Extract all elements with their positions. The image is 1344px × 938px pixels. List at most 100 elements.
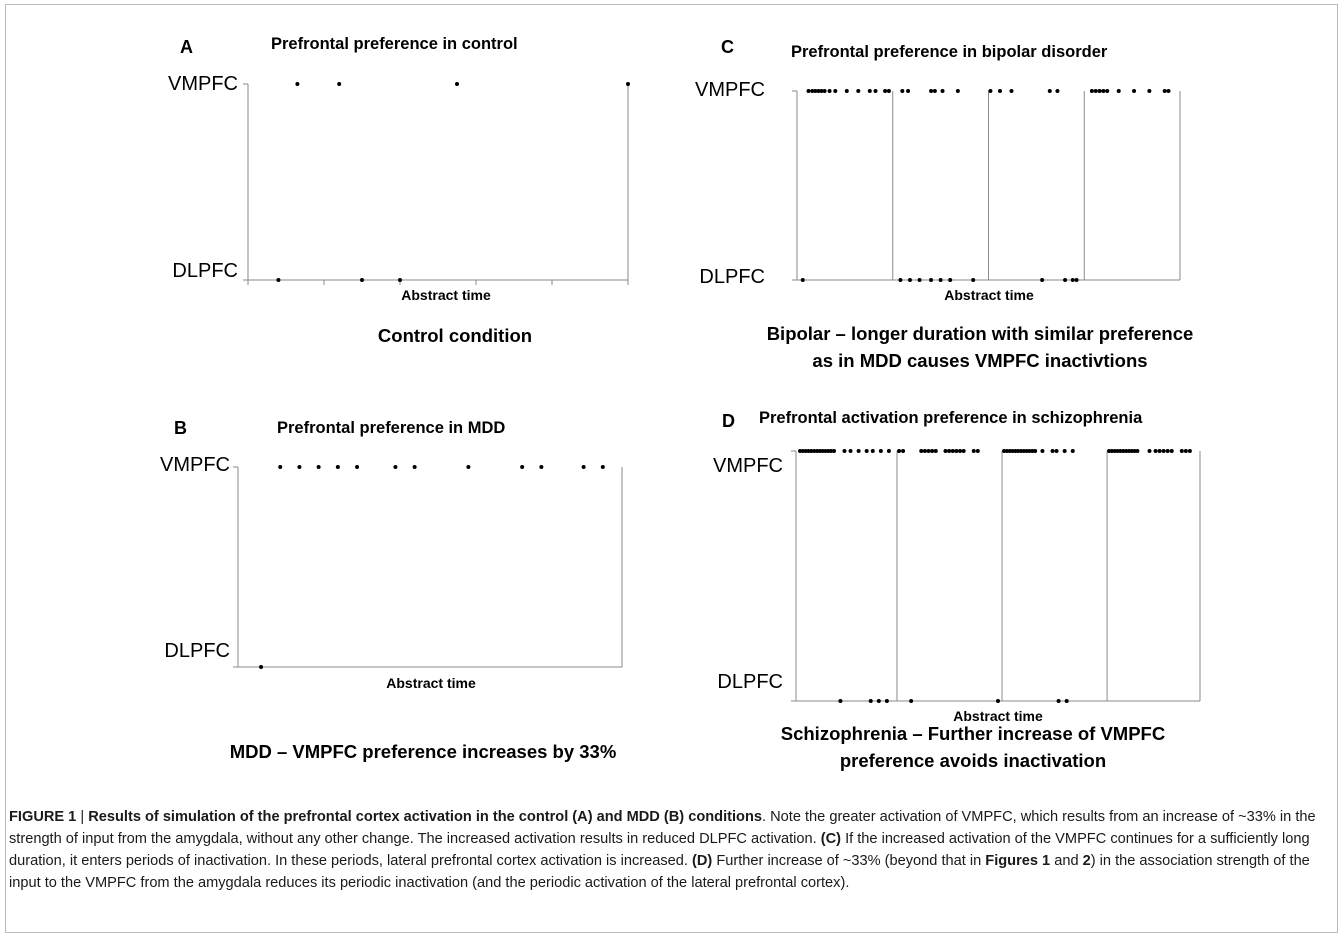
caption-segment: ) in the association strength of the inp… — [9, 853, 1310, 891]
panel-letter: A — [180, 37, 193, 57]
y-category-label-dlpfc: DLPFC — [717, 671, 783, 693]
data-point-vmpfc — [1153, 449, 1158, 453]
data-point-vmpfc — [810, 89, 815, 93]
data-point-vmpfc — [926, 449, 931, 453]
data-point-vmpfc — [393, 465, 398, 469]
data-point-vmpfc — [922, 449, 927, 453]
data-point-vmpfc — [900, 89, 905, 93]
data-point-vmpfc — [933, 449, 938, 453]
caption-separator: | — [76, 809, 89, 825]
data-point-vmpfc — [1040, 449, 1045, 453]
data-point-vmpfc — [870, 449, 875, 453]
data-point-vmpfc — [1024, 449, 1029, 453]
data-point-vmpfc — [809, 449, 814, 453]
data-point-vmpfc — [955, 89, 960, 93]
y-category-label-vmpfc: VMPFC — [160, 454, 230, 476]
data-point-dlpfc — [898, 278, 903, 282]
panel-title: Prefrontal preference in control — [271, 35, 518, 53]
x-axis-label: Abstract time — [401, 287, 491, 303]
data-point-vmpfc — [820, 449, 825, 453]
data-point-vmpfc — [823, 449, 828, 453]
data-point-vmpfc — [520, 465, 525, 469]
caption-segment: . Note the greater activation of VMPFC, … — [9, 809, 1316, 847]
data-point-vmpfc — [1019, 449, 1024, 453]
data-point-vmpfc — [815, 449, 820, 453]
data-point-vmpfc — [833, 89, 838, 93]
data-point-vmpfc — [1116, 89, 1121, 93]
data-point-vmpfc — [1179, 449, 1184, 453]
x-axis-label: Abstract time — [386, 675, 476, 691]
figure-caption: FIGURE 1 | Results of simulation of the … — [9, 806, 1329, 894]
data-point-vmpfc — [1009, 89, 1014, 93]
caption-segment: If the increased activation of the VMPFC… — [9, 831, 1310, 869]
data-point-vmpfc — [1021, 449, 1026, 453]
data-point-vmpfc — [1169, 449, 1174, 453]
data-point-vmpfc — [1162, 89, 1167, 93]
figure-frame — [5, 4, 1338, 933]
caption-segment: and — [1050, 853, 1083, 869]
data-point-vmpfc — [816, 89, 821, 93]
y-category-label-vmpfc: VMPFC — [713, 455, 783, 477]
data-point-vmpfc — [817, 449, 822, 453]
data-point-vmpfc — [335, 465, 340, 469]
data-point-vmpfc — [798, 449, 803, 453]
data-point-vmpfc — [355, 465, 360, 469]
data-point-dlpfc — [868, 699, 873, 703]
data-point-vmpfc — [278, 465, 283, 469]
data-point-vmpfc — [1050, 449, 1055, 453]
data-point-vmpfc — [1027, 449, 1032, 453]
data-point-vmpfc — [856, 449, 861, 453]
data-point-vmpfc — [1147, 449, 1152, 453]
caption-segment: Results of simulation of the prefrontal … — [88, 809, 762, 825]
data-point-vmpfc — [1147, 89, 1152, 93]
data-point-vmpfc — [886, 89, 891, 93]
data-point-vmpfc — [337, 82, 342, 86]
panels-group: A Prefrontal preference in control VMPFC DL… — [160, 35, 1201, 771]
data-point-vmpfc — [1030, 449, 1035, 453]
data-point-vmpfc — [1183, 449, 1188, 453]
data-point-vmpfc — [975, 449, 980, 453]
y-category-label-dlpfc: DLPFC — [172, 260, 238, 282]
data-point-vmpfc — [812, 449, 817, 453]
data-point-vmpfc — [316, 465, 321, 469]
data-point-vmpfc — [827, 89, 832, 93]
panel-condition-label: Control condition — [378, 325, 532, 346]
y-category-label-dlpfc: DLPFC — [699, 266, 765, 288]
data-point-vmpfc — [943, 449, 948, 453]
data-point-vmpfc — [1013, 449, 1018, 453]
data-point-vmpfc — [929, 89, 934, 93]
data-point-dlpfc — [884, 699, 889, 703]
data-point-vmpfc — [988, 89, 993, 93]
data-point-dlpfc — [996, 699, 1000, 703]
data-point-vmpfc — [897, 449, 902, 453]
panel-condition-label: Bipolar – longer duration with similar p… — [767, 323, 1194, 344]
data-point-vmpfc — [1097, 89, 1102, 93]
data-point-dlpfc — [909, 699, 914, 703]
data-point-dlpfc — [1074, 278, 1079, 282]
caption-segment: (D) — [692, 853, 713, 869]
data-point-dlpfc — [1063, 278, 1068, 282]
data-point-vmpfc — [873, 89, 878, 93]
data-point-vmpfc — [829, 449, 834, 453]
panel-b: B Prefrontal preference in MDD VMPFC DLPFC A… — [160, 418, 623, 762]
data-point-vmpfc — [867, 89, 872, 93]
data-point-dlpfc — [838, 699, 843, 703]
panel-letter: C — [721, 37, 734, 57]
data-point-dlpfc — [1070, 278, 1075, 282]
data-point-dlpfc — [971, 278, 976, 282]
data-point-vmpfc — [1166, 89, 1171, 93]
caption-segment: 2 — [1082, 853, 1091, 869]
data-point-vmpfc — [940, 89, 945, 93]
data-point-vmpfc — [806, 89, 811, 93]
data-point-dlpfc — [398, 278, 402, 282]
data-point-vmpfc — [1187, 449, 1192, 453]
data-point-vmpfc — [856, 89, 861, 93]
data-point-vmpfc — [1105, 89, 1110, 93]
data-point-vmpfc — [455, 82, 459, 86]
data-point-vmpfc — [813, 89, 818, 93]
figure-label: FIGURE 1 — [9, 809, 77, 825]
data-point-vmpfc — [886, 449, 891, 453]
x-axis-label: Abstract time — [953, 708, 1043, 724]
data-point-vmpfc — [844, 89, 849, 93]
panel-condition-label: Schizophrenia – Further increase of VMPF… — [781, 723, 1165, 744]
